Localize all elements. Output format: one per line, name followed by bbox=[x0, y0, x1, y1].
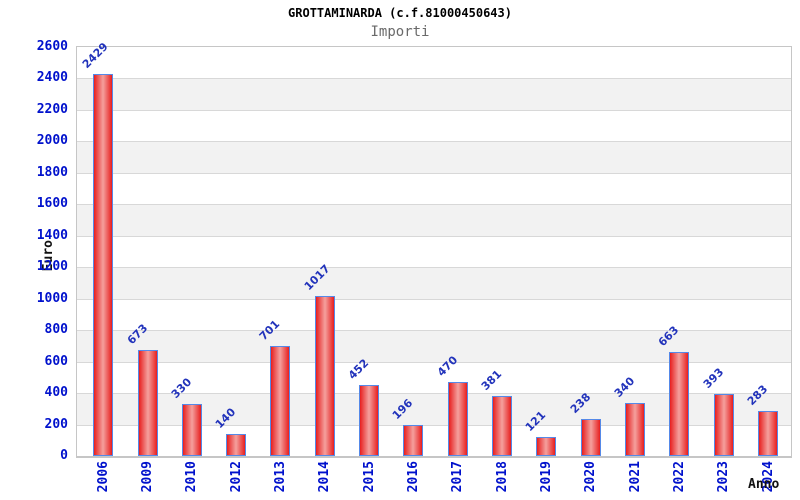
x-tick-label: 2009 bbox=[139, 461, 157, 492]
x-tick-label-text: 2006 bbox=[95, 461, 111, 493]
bar-2016 bbox=[403, 425, 424, 456]
x-tick-label-text: 2012 bbox=[228, 461, 244, 493]
x-tick-label: 2010 bbox=[183, 461, 201, 492]
x-tick-label: 2022 bbox=[670, 461, 688, 492]
bar-2012 bbox=[226, 433, 247, 456]
y-tick-label: 2200 bbox=[36, 101, 68, 117]
y-tick-label: 800 bbox=[44, 322, 68, 338]
x-tick-label: 2013 bbox=[271, 461, 289, 492]
y-tick-label: 1200 bbox=[36, 259, 68, 275]
y-tick-label: 1800 bbox=[36, 164, 68, 180]
grid-band bbox=[77, 204, 791, 236]
x-tick-label-text: 2021 bbox=[627, 461, 643, 493]
bar-2014 bbox=[314, 296, 335, 456]
y-tick-label: 600 bbox=[44, 353, 68, 369]
grid-band bbox=[77, 109, 791, 142]
bar-2006 bbox=[93, 73, 114, 456]
x-tick-label-text: 2014 bbox=[317, 461, 333, 493]
x-tick-label: 2015 bbox=[360, 461, 378, 492]
bar-2017 bbox=[447, 382, 468, 456]
bar-2020 bbox=[580, 418, 601, 456]
bar-2019 bbox=[536, 436, 557, 456]
y-tick-label: 1600 bbox=[36, 196, 68, 212]
grid-band bbox=[77, 141, 791, 173]
bar-2021 bbox=[625, 402, 646, 456]
x-tick-label-text: 2015 bbox=[361, 461, 377, 493]
y-tick-label: 2400 bbox=[36, 70, 68, 86]
bar-2010 bbox=[181, 404, 202, 456]
grid-band bbox=[77, 78, 791, 110]
bar-2018 bbox=[492, 396, 513, 456]
x-tick-label-text: 2016 bbox=[405, 461, 421, 493]
y-tick-label: 200 bbox=[44, 416, 68, 432]
x-tick-label-text: 2018 bbox=[494, 461, 510, 493]
bar-2013 bbox=[270, 345, 291, 456]
y-tick-label: 2000 bbox=[36, 133, 68, 149]
plot-area: 2429 673 330 140 701 1017 452 196 470 381 121 238 34… bbox=[76, 40, 792, 458]
x-tick-label-text: 2017 bbox=[450, 461, 466, 493]
x-tick-label-text: 2013 bbox=[272, 461, 288, 493]
bar-2023 bbox=[713, 394, 734, 456]
x-tick-label-text: 2023 bbox=[716, 461, 732, 493]
x-tick-label-text: 2010 bbox=[184, 461, 200, 493]
bar-2024 bbox=[758, 411, 778, 456]
grid-band bbox=[77, 267, 791, 299]
chart-subtitle: Importi bbox=[370, 24, 430, 40]
x-tick-label-text: 2020 bbox=[583, 461, 599, 493]
bar-2022 bbox=[669, 351, 690, 456]
y-tick-label: 1000 bbox=[36, 290, 68, 306]
x-tick-label: 2006 bbox=[94, 461, 112, 492]
plot-inner: 2429 673 330 140 701 1017 452 196 470 381 121 238 34… bbox=[77, 40, 791, 456]
x-tick-label: 2012 bbox=[227, 461, 245, 492]
x-axis-title: Anno bbox=[748, 477, 780, 492]
grid-band bbox=[77, 298, 791, 331]
bar-2015 bbox=[359, 384, 380, 456]
grid-band bbox=[77, 235, 791, 268]
y-tick-label: 2600 bbox=[36, 39, 68, 54]
x-tick-label-text: 2009 bbox=[140, 461, 156, 493]
x-tick-label: 2017 bbox=[449, 461, 467, 492]
grid-band bbox=[77, 172, 791, 205]
y-tick-label: 1400 bbox=[36, 227, 68, 243]
y-tick-label: 400 bbox=[44, 385, 68, 401]
x-tick-label: 2020 bbox=[582, 461, 600, 492]
x-tick-label: 2021 bbox=[626, 461, 644, 492]
x-tick-label: 2018 bbox=[493, 461, 511, 492]
chart-title: GROTTAMINARDA (c.f.81000450643) bbox=[288, 6, 512, 20]
x-tick-label: 2019 bbox=[537, 461, 555, 492]
bar-2009 bbox=[137, 350, 158, 456]
x-tick-label: 2023 bbox=[715, 461, 733, 492]
x-tick-label-text: 2022 bbox=[671, 461, 687, 493]
x-tick-label: 2016 bbox=[404, 461, 422, 492]
x-tick-label: 2014 bbox=[316, 461, 334, 492]
x-tick-label-text: 2019 bbox=[538, 461, 554, 493]
y-tick-label: 0 bbox=[60, 448, 68, 463]
grid-band bbox=[77, 47, 791, 79]
